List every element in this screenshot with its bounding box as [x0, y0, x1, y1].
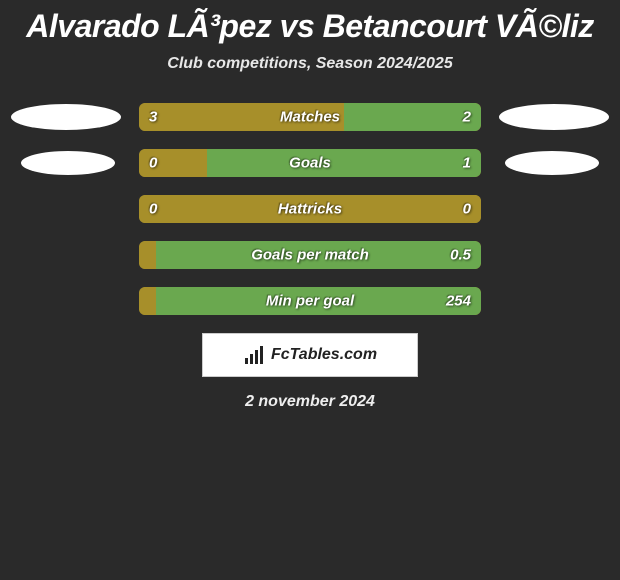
footer-logo: FcTables.com — [243, 346, 377, 364]
subtitle: Club competitions, Season 2024/2025 — [0, 55, 620, 73]
stat-label: Goals — [289, 155, 331, 172]
compare-row: 0 Goals 1 — [0, 149, 620, 177]
compare-row: Min per goal 254 — [0, 287, 620, 315]
stat-label: Matches — [280, 109, 340, 126]
footer-date: 2 november 2024 — [0, 393, 620, 411]
stat-value-left: 0 — [149, 201, 157, 218]
stat-bar: 3 Matches 2 — [139, 103, 481, 131]
bar-fill-left — [139, 241, 156, 269]
player-right-ellipse — [505, 151, 599, 175]
compare-row: Goals per match 0.5 — [0, 241, 620, 269]
stat-label: Min per goal — [266, 293, 354, 310]
comparison-rows: 3 Matches 2 0 Goals 1 0 Hattricks 0 Goals per mat… — [0, 103, 620, 315]
stat-bar: Goals per match 0.5 — [139, 241, 481, 269]
stat-label: Hattricks — [278, 201, 342, 218]
player-left-ellipse — [21, 151, 115, 175]
stat-bar: 0 Hattricks 0 — [139, 195, 481, 223]
stat-value-left: 3 — [149, 109, 157, 126]
footer-brand-text: FcTables.com — [271, 346, 377, 364]
stat-value-left: 0 — [149, 155, 157, 172]
stat-value-right: 0.5 — [450, 247, 471, 264]
bar-fill-left — [139, 287, 156, 315]
stat-bar: Min per goal 254 — [139, 287, 481, 315]
page-title: Alvarado LÃ³pez vs Betancourt VÃ©liz — [0, 8, 620, 45]
stat-value-right: 254 — [446, 293, 471, 310]
footer-brand-box[interactable]: FcTables.com — [202, 333, 418, 377]
player-right-ellipse — [499, 104, 609, 130]
player-left-ellipse — [11, 104, 121, 130]
barchart-icon — [243, 346, 267, 364]
compare-row: 3 Matches 2 — [0, 103, 620, 131]
stat-label: Goals per match — [251, 247, 369, 264]
bar-fill-right — [207, 149, 481, 177]
stat-bar: 0 Goals 1 — [139, 149, 481, 177]
compare-row: 0 Hattricks 0 — [0, 195, 620, 223]
stat-value-right: 0 — [463, 201, 471, 218]
stat-value-right: 1 — [463, 155, 471, 172]
stat-value-right: 2 — [463, 109, 471, 126]
bar-fill-right — [344, 103, 481, 131]
comparison-container: Alvarado LÃ³pez vs Betancourt VÃ©liz Clu… — [0, 0, 620, 411]
